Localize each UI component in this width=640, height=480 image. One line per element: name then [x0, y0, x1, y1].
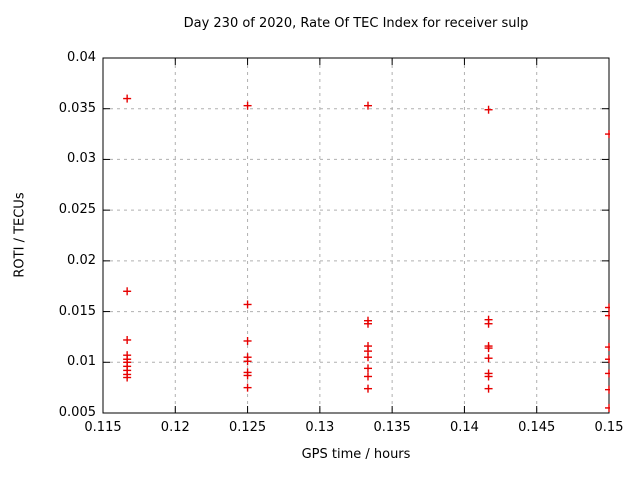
y-tick-label: 0.02: [67, 252, 96, 268]
x-tick-label: 0.15: [594, 420, 624, 435]
y-tick-label: 0.04: [67, 50, 96, 65]
x-tick-label: 0.12: [160, 420, 190, 435]
x-axis-label: GPS time / hours: [301, 447, 411, 462]
y-tick-label: 0.035: [58, 100, 96, 116]
data-points: [123, 94, 610, 412]
y-tick-label: 0.025: [58, 202, 96, 218]
x-tick-label: 0.115: [84, 420, 122, 435]
chart-title: Day 230 of 2020, Rate Of TEC Index for r…: [183, 16, 529, 31]
y-tick-label: 0.01: [67, 354, 96, 370]
x-tick-label: 0.13: [305, 420, 335, 435]
x-tick-label: 0.135: [373, 420, 411, 435]
x-tick-label: 0.125: [228, 420, 267, 435]
x-tick-label: 0.145: [518, 420, 556, 435]
y-tick-label: 0.015: [58, 303, 96, 319]
y-tick-label: 0.005: [58, 405, 96, 420]
x-tick-label: 0.14: [449, 420, 479, 435]
y-tick-label: 0.03: [67, 151, 96, 167]
plot-border: [102, 57, 610, 414]
